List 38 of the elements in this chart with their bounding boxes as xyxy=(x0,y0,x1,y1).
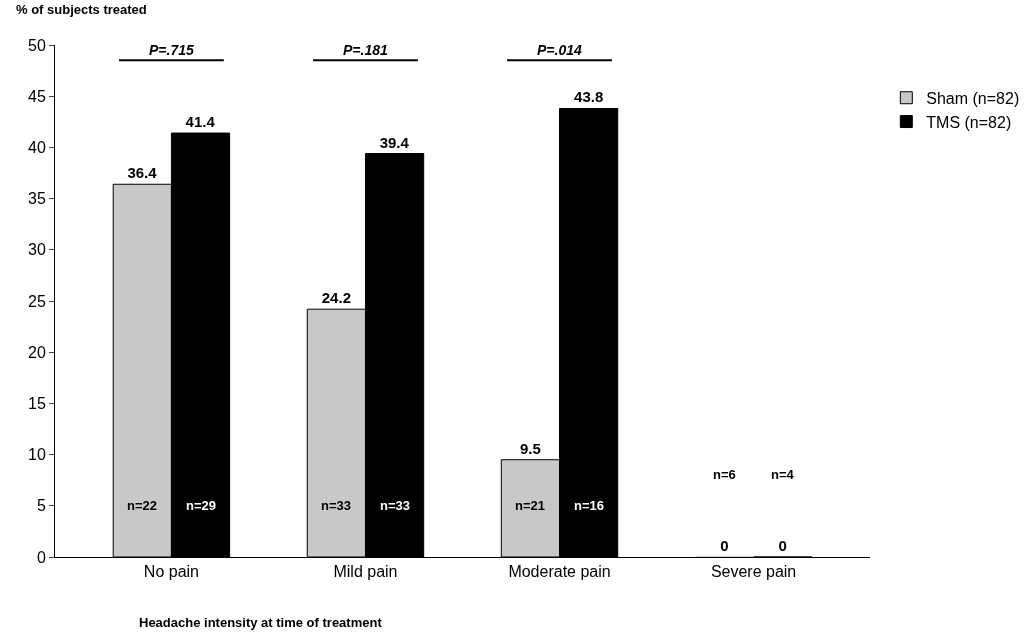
y-tick-label: 25 xyxy=(28,292,46,310)
x-tick-label: Severe pain xyxy=(710,563,797,581)
legend-label: TMS (n=82) xyxy=(926,113,1012,131)
data-label: 43.8 xyxy=(574,88,604,106)
y-tick-label: 35 xyxy=(28,190,46,208)
data-label: 39.4 xyxy=(379,133,410,151)
annotation: n=33 xyxy=(380,498,410,513)
x-tick-label: No pain xyxy=(143,563,200,581)
annotation: n=4 xyxy=(771,467,795,482)
x-axis-title: Headache intensity at time of treatment xyxy=(139,615,383,630)
y-tick-label: 50 xyxy=(28,36,46,54)
annotation: P=.181 xyxy=(343,42,388,58)
y-tick-label: 40 xyxy=(28,139,46,156)
y-tick-label: 30 xyxy=(28,241,46,259)
annotation: n=22 xyxy=(127,498,157,513)
annotation: n=16 xyxy=(574,498,604,513)
y-tick-label: 5 xyxy=(36,497,46,515)
data-label: 24.2 xyxy=(321,289,351,307)
annotation: P=.014 xyxy=(537,42,582,58)
y-tick-label: 10 xyxy=(28,446,46,464)
annotation: P=.715 xyxy=(149,42,194,58)
y-tick-label: 0 xyxy=(36,548,46,566)
annotation: n=21 xyxy=(515,498,545,513)
y-tick-label: 15 xyxy=(28,395,46,412)
data-label: 0 xyxy=(778,537,787,554)
data-label: 36.4 xyxy=(127,164,158,182)
data-label: 0 xyxy=(720,537,729,554)
x-tick-label: Mild pain xyxy=(333,563,398,581)
annotation: n=29 xyxy=(186,498,216,513)
annotation: n=6 xyxy=(713,467,736,482)
legend-label: Sham (n=82) xyxy=(926,89,1020,107)
data-label: 41.4 xyxy=(185,113,216,131)
y-axis-title: % of subjects treated xyxy=(16,2,147,17)
y-tick-label: 20 xyxy=(28,343,46,361)
data-label: 9.5 xyxy=(519,439,541,457)
x-tick-label: Moderate pain xyxy=(508,563,611,581)
annotation: n=33 xyxy=(321,498,351,513)
y-tick-label: 45 xyxy=(28,87,46,105)
